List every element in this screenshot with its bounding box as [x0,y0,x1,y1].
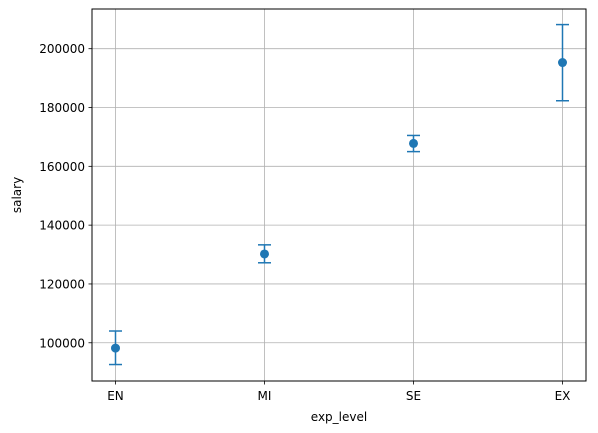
data-point [409,138,418,148]
y-tick-label: 160000 [39,160,85,174]
y-axis-label: salary [10,177,24,213]
x-tick-label: SE [406,389,421,403]
grid-lines [92,9,586,381]
x-axis-label: exp_level [311,410,367,424]
data-points [111,58,567,353]
plot-area-frame [91,8,587,382]
x-tick-label: EX [555,389,571,403]
y-tick-label: 180000 [39,101,85,115]
y-tick-label: 100000 [39,336,85,350]
x-tick-label: EN [107,389,124,403]
y-tick-label: 200000 [39,42,85,56]
y-ticks: 100000 120000 140000 160000 180000 200000 [39,42,92,350]
x-ticks: EN MI SE EX [107,381,570,403]
x-tick-label: MI [258,389,272,403]
error-bars [109,23,569,366]
data-point [558,58,567,68]
data-point [260,249,269,259]
data-point [111,343,120,353]
y-tick-label: 140000 [39,219,85,233]
y-tick-label: 120000 [39,277,85,291]
